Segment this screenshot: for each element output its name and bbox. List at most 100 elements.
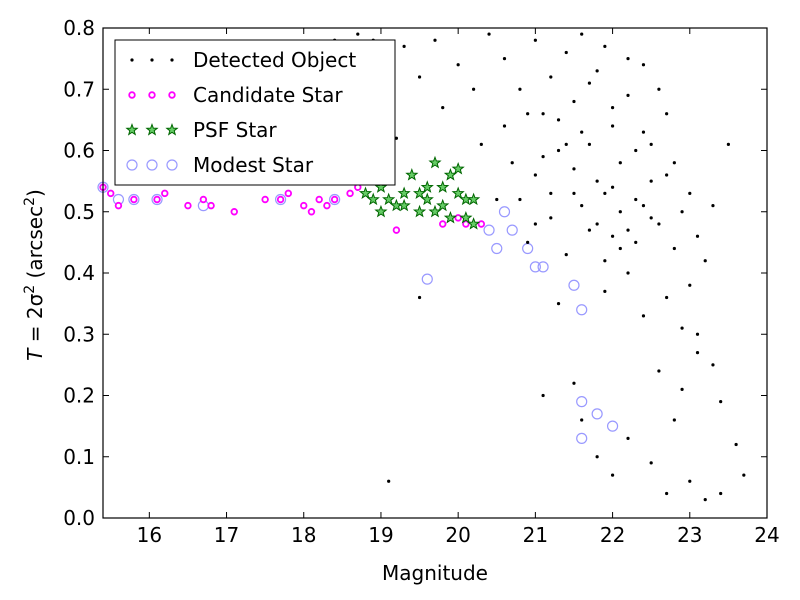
y-axis: 0.0 0.1 0.2 0.3 0.4 0.5 0.6 0.7 0.8 [63, 16, 767, 530]
detected-object-point [603, 289, 607, 293]
x-axis: 16 17 18 19 20 21 22 23 24 [137, 28, 780, 547]
legend-marker-detected-object [170, 58, 174, 62]
candidate-star-point [130, 195, 138, 204]
detected-object-point [634, 197, 638, 202]
detected-object-point [688, 283, 692, 287]
detected-object-point [472, 87, 476, 91]
psf-star-point [412, 204, 427, 218]
modest-star-point [329, 193, 341, 206]
modest-star-point [506, 224, 518, 236]
detected-object-point [665, 112, 669, 116]
detected-object-point [618, 161, 622, 165]
detected-object-point [626, 93, 630, 97]
modest-star-point [522, 242, 534, 255]
modest-star-point [576, 432, 588, 444]
detected-object-point [595, 179, 599, 183]
detected-object-point [695, 351, 700, 355]
detected-object-point [433, 38, 437, 42]
detected-object-point [556, 148, 561, 153]
psf-star-point [420, 192, 434, 206]
detected-object-point [665, 491, 669, 496]
candidate-star-point [230, 208, 238, 216]
detected-object-point [526, 112, 530, 116]
detected-object-point [564, 142, 568, 146]
y-tick-label: 0.4 [63, 261, 95, 285]
detected-object-point [719, 491, 723, 496]
x-tick-label: 22 [600, 523, 625, 547]
legend-marker-modest-star [126, 159, 138, 171]
legend-box [114, 39, 396, 186]
detected-object-point [518, 87, 522, 91]
detected-object-point [672, 418, 676, 422]
y-tick-label: 0.0 [63, 506, 95, 530]
detected-object-point [502, 124, 507, 128]
detected-object-point [549, 75, 553, 79]
psf-star-point [443, 168, 458, 181]
detected-object-point [649, 461, 653, 465]
modest-star-point [491, 242, 503, 255]
candidate-star-point [392, 226, 401, 234]
psf-star-point [436, 180, 450, 193]
detected-object-point [518, 197, 522, 202]
legend-label-detected-object: Detected Object [193, 48, 356, 72]
detected-object-point [502, 57, 507, 61]
detected-object-point [510, 161, 514, 165]
detected-object-point [626, 228, 630, 232]
modest-star-point [606, 420, 619, 432]
x-tick-label: 23 [677, 523, 702, 547]
candidate-star-point [276, 195, 285, 204]
legend-marker-modest-star [166, 159, 178, 171]
legend-label-candidate-star: Candidate Star [193, 83, 343, 107]
detected-object-point [580, 418, 584, 422]
detected-object-point [595, 455, 599, 459]
detected-object-point [610, 473, 615, 477]
modest-star-point [498, 206, 511, 218]
psf-star-point [467, 217, 481, 230]
detected-object-point [695, 234, 700, 238]
candidate-star-point [300, 201, 308, 210]
y-tick-label: 0.3 [63, 322, 95, 346]
modest-star-point [128, 193, 140, 206]
detected-object-point [541, 393, 545, 398]
modest-star-point [576, 304, 588, 316]
detected-object-point [734, 442, 738, 447]
detected-object-point [641, 314, 646, 318]
detected-object-point [595, 69, 599, 73]
detected-object-point [610, 234, 615, 238]
x-tick-label: 19 [368, 523, 393, 547]
psf-star-point [451, 186, 465, 199]
detected-object-point [587, 81, 592, 85]
x-tick-label: 17 [214, 523, 239, 547]
x-axis-label: Magnitude [382, 561, 488, 585]
detected-object-point [680, 210, 684, 214]
modest-star-point [591, 408, 603, 420]
psf-star-point [428, 204, 442, 218]
y-tick-label: 0.8 [63, 16, 95, 40]
y-tick-label: 0.5 [63, 200, 95, 224]
detected-object-point [726, 142, 730, 146]
detected-object-point [634, 148, 638, 153]
detected-object-point [680, 326, 684, 330]
detected-object-point [641, 204, 646, 208]
legend-label-modest-star: Modest Star [193, 153, 314, 177]
legend-marker-candidate-star [148, 91, 156, 99]
detected-object-point [603, 191, 607, 195]
detected-object-point [641, 63, 646, 67]
y-tick-label: 0.7 [63, 77, 95, 101]
legend-marker-psf-star [165, 123, 179, 136]
psf-star-point [366, 192, 380, 206]
modest-star-point [537, 261, 549, 273]
detected-object-point [610, 106, 615, 110]
detected-object-point [610, 124, 615, 128]
detected-object-point [564, 50, 568, 55]
modest-star-point [529, 261, 541, 273]
legend-marker-psf-star [125, 123, 139, 136]
detected-object-point [626, 271, 630, 275]
detected-object-point [680, 387, 684, 391]
x-tick-label: 21 [523, 523, 548, 547]
detected-object-point [719, 400, 723, 404]
modest-star-point [568, 279, 580, 291]
x-tick-label: 16 [137, 523, 162, 547]
candidate-star-point [307, 208, 316, 216]
psf-star-point [420, 180, 434, 193]
